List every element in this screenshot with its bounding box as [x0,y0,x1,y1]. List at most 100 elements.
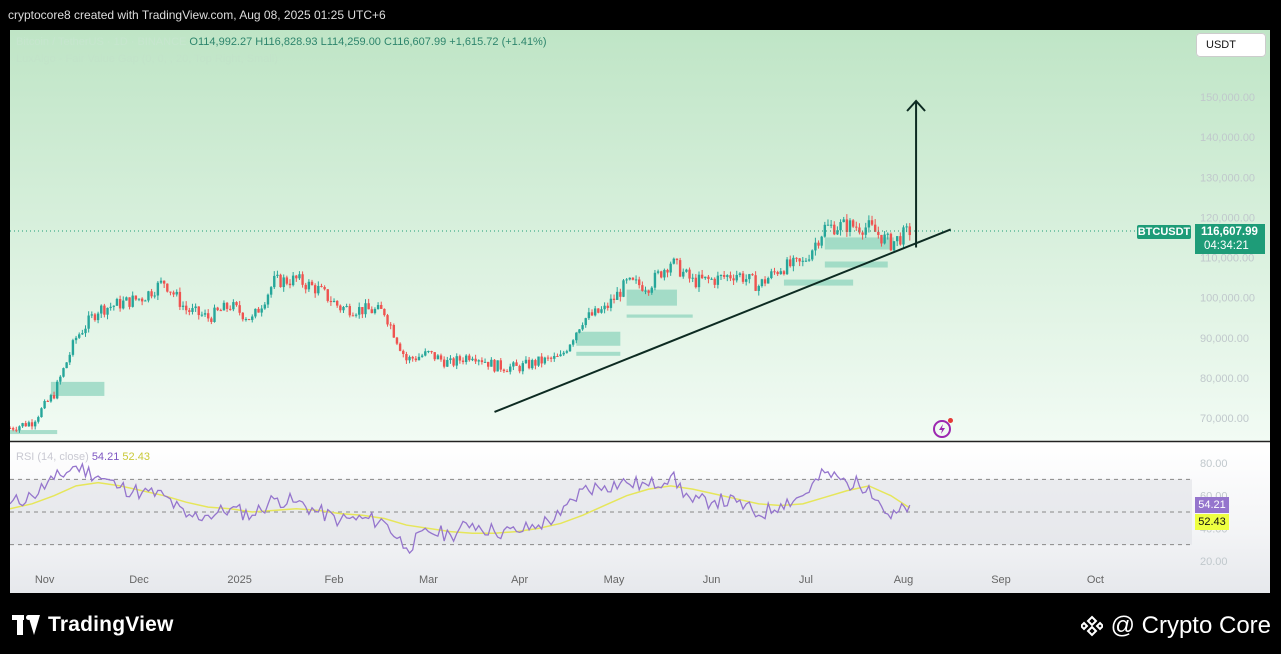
candle-body [524,359,528,364]
brand-text: @ Crypto Core [1110,612,1271,639]
candle-body [395,337,399,344]
candle-body [534,360,537,366]
candle-body [213,307,216,322]
candle-body [839,222,842,231]
candle-body [578,329,581,333]
candle-body [892,241,896,251]
candle-body [65,362,68,369]
chart-credit-bar: cryptocore8 created with TradingView.com… [0,0,1281,30]
candle-body [669,263,672,273]
candle-body [597,308,600,313]
candle-body [49,395,53,402]
candle-body [487,361,490,367]
price-axis-label: 90,000.00 [1200,333,1249,345]
candle-body [140,298,144,302]
candle-body [291,275,295,286]
candle-body [562,352,565,355]
candle-body [779,271,782,275]
chart-credit-text: cryptocore8 created with TradingView.com… [8,8,386,22]
candle-body [402,350,405,354]
candle-body [424,351,427,356]
tradingview-logo[interactable]: TradingView [12,613,174,637]
time-axis-label: Mar [419,574,438,586]
candle-body [512,362,515,367]
candle-body [527,359,531,369]
currency-button[interactable]: USDT [1196,33,1266,57]
candle-body [474,358,477,362]
candle-body [817,242,820,246]
candle-body [895,236,899,242]
candle-body [235,302,238,306]
candle-body [216,307,219,311]
candle-body [663,269,666,278]
candle-body [109,306,112,308]
candle-body [789,259,792,267]
candle-body [836,230,839,235]
bar-countdown: 04:34:21 [1204,240,1249,252]
candle-body [638,279,641,286]
candle-body [90,314,93,316]
high-value: 116,828.93 [263,36,318,48]
candle-body [606,305,609,308]
candle-body [251,316,254,320]
candle-body [518,365,521,372]
rsi-legend-value: 54.21 [91,451,120,463]
candle-body [691,277,694,279]
candle-body [811,250,814,260]
indicator-legend: LuxAlgo - Fair Value Gap (0, 0, , 20, To… [16,53,278,65]
price-axis-label: 110,000.00 [1200,253,1254,265]
candle-body [241,312,245,320]
candle-body [754,275,757,291]
candle-body [688,269,691,279]
candle-body [738,273,742,275]
candle-body [851,220,855,227]
candle-body [194,306,197,309]
price-chart[interactable]: 150,000.00 140,000.00 130,000.00 120,000.00… [10,30,1270,593]
candle-body [389,324,392,326]
candle-body [144,300,147,302]
candle-body [59,376,62,382]
candle-body [726,275,729,277]
candle-body [697,274,701,288]
candle-body [11,428,15,430]
candle-body [814,242,817,251]
price-axis-label: 150,000.00 [1200,92,1255,104]
rsi-value-tag-text: 54.21 [1198,499,1226,511]
flash-icon[interactable] [933,418,953,438]
candle-body [477,360,480,362]
candle-body [515,362,518,366]
symbol-tag-text: BTCUSDT [1137,226,1191,238]
price-axis-label: 70,000.00 [1200,413,1249,425]
binance-icon [1080,615,1103,637]
candle-body [298,274,301,279]
candle-body [373,309,377,314]
candle-body [78,334,81,338]
candle-body [634,279,638,281]
candle-body [342,306,345,311]
last-price-tag: 116,607.99 04:34:21 [1195,224,1265,254]
symbol-label: Bitcoin / TetherUS · 1D · BINANCE [16,36,187,48]
candle-body [260,308,263,313]
candle-body [826,224,830,226]
candle-body [320,285,323,287]
candle-body [203,313,207,315]
candle-body [210,318,213,322]
candle-body [496,360,499,372]
candle-body [575,332,578,341]
trendline [494,228,952,413]
candle-body [238,305,241,313]
candle-body [225,302,229,309]
candle-body [870,220,874,225]
candle-body [386,315,389,325]
candle-body [622,280,625,297]
candle-body [776,272,779,275]
fvg-box [576,351,621,356]
fvg-box [824,237,895,250]
candle-body [471,358,474,361]
candle-body [348,306,351,316]
candle-body [304,284,307,290]
candle-body [112,305,116,307]
candle-body [125,297,128,301]
candle-body [729,275,732,279]
chart-panel[interactable]: 150,000.00 140,000.00 130,000.00 120,000.00… [10,30,1270,593]
